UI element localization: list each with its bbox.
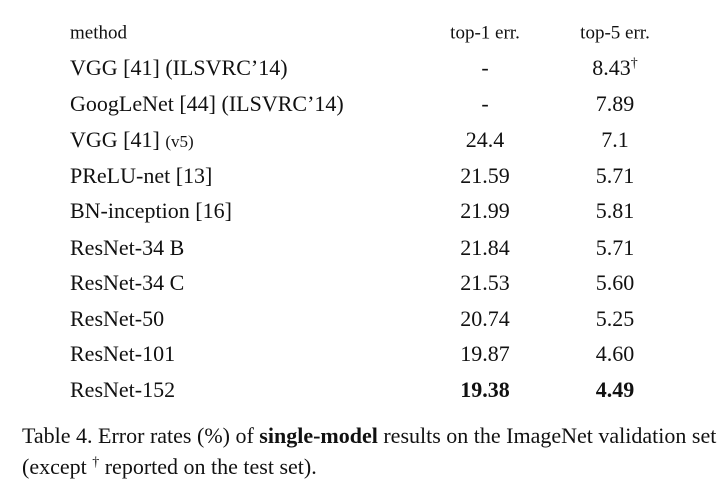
table-cell: 4.49	[595, 376, 635, 402]
table-cell: 5.71	[595, 162, 635, 188]
table-cell: 19.38	[460, 376, 510, 402]
caption: Table 4. Error rates (%) of single-model…	[22, 420, 722, 482]
table-cell: 8.43†	[592, 57, 638, 79]
table-cell: ResNet-101	[70, 343, 175, 365]
cell-text: 8.43	[592, 55, 631, 80]
cell-text: 5.81	[595, 198, 635, 223]
superscript: †	[630, 56, 638, 71]
caption-part: results on the ImageNet validation set (…	[22, 423, 717, 479]
cell-text: 4.49	[595, 376, 635, 402]
caption-part: reported on the test set).	[99, 454, 317, 479]
cell-text: 20.74	[460, 305, 510, 331]
table-cell: 21.53	[460, 272, 510, 294]
table-cell: PReLU-net [13]	[70, 162, 213, 188]
cell-text: 19.87	[460, 341, 510, 366]
cell-text: 5.71	[595, 162, 635, 188]
table-cell: BN-inception [16]	[70, 200, 232, 222]
table-cell: 5.60	[596, 272, 635, 294]
cell-text: 5.60	[595, 270, 635, 295]
header-cell: top-5 err.	[580, 22, 650, 44]
cell-text: 5.71	[595, 234, 635, 260]
table-cell: 7.89	[595, 90, 635, 116]
cell-text: GoogLeNet [44] (ILSVRC’14)	[70, 90, 344, 116]
cell-text: PReLU-net [13]	[70, 162, 213, 188]
cell-text: -	[481, 55, 489, 80]
cell-text: 19.38	[460, 376, 510, 402]
cell-text: 5.25	[595, 305, 635, 331]
cell-text: ResNet-152	[70, 376, 176, 402]
table-cell: -	[481, 57, 488, 79]
table-cell: 5.25	[595, 305, 635, 331]
cell-text: 21.84	[460, 234, 510, 260]
table-cell: 7.1	[601, 129, 629, 151]
table-cell: GoogLeNet [44] (ILSVRC’14)	[70, 90, 344, 116]
cell-text: 7.1	[601, 127, 629, 152]
cell-text: 21.53	[460, 270, 510, 295]
table-cell: 21.59	[460, 162, 510, 188]
table-cell: ResNet-50	[70, 305, 165, 331]
table-cell: ResNet-152	[70, 376, 176, 402]
table-cell: VGG [41] (ILSVRC’14)	[70, 57, 288, 79]
table-cell: 4.60	[596, 343, 635, 365]
cell-text: 21.59	[460, 162, 510, 188]
cell-text: ResNet-34 C	[70, 270, 185, 295]
cell-text: ResNet-101	[70, 341, 176, 366]
table-cell: VGG [41] (v5)	[70, 129, 194, 151]
header-cell: method	[70, 22, 127, 44]
cell-text: VGG [41] (ILSVRC’14)	[70, 55, 288, 80]
cell-text: 24.4	[465, 127, 505, 152]
cell-text: -	[481, 90, 489, 116]
cell-text: 7.89	[595, 90, 635, 116]
table-cell: 5.71	[595, 234, 635, 260]
table-cell: ResNet-34 C	[70, 272, 184, 294]
cell-text: VGG [41]	[70, 127, 160, 152]
table-cell: 19.87	[460, 343, 510, 365]
table-cell: -	[481, 90, 489, 116]
table-cell: 20.74	[460, 305, 510, 331]
header-cell: top-1 err.	[450, 22, 520, 44]
caption-part: †	[92, 455, 100, 470]
cell-text: 21.99	[460, 198, 510, 223]
table-cell: 24.4	[466, 129, 505, 151]
table-cell: 21.99	[460, 200, 510, 222]
table-cell: ResNet-34 B	[70, 234, 185, 260]
cell-text: ResNet-50	[70, 305, 165, 331]
cell-text: BN-inception [16]	[70, 198, 232, 223]
table-cell: 21.84	[460, 234, 510, 260]
caption-part: single-model	[259, 423, 378, 448]
cell-note: (v5)	[165, 132, 194, 151]
cell-text: 4.60	[595, 341, 635, 366]
table-cell: 5.81	[596, 200, 635, 222]
caption-part: Table 4. Error rates (%) of	[22, 423, 260, 448]
cell-text: ResNet-34 B	[70, 234, 185, 260]
